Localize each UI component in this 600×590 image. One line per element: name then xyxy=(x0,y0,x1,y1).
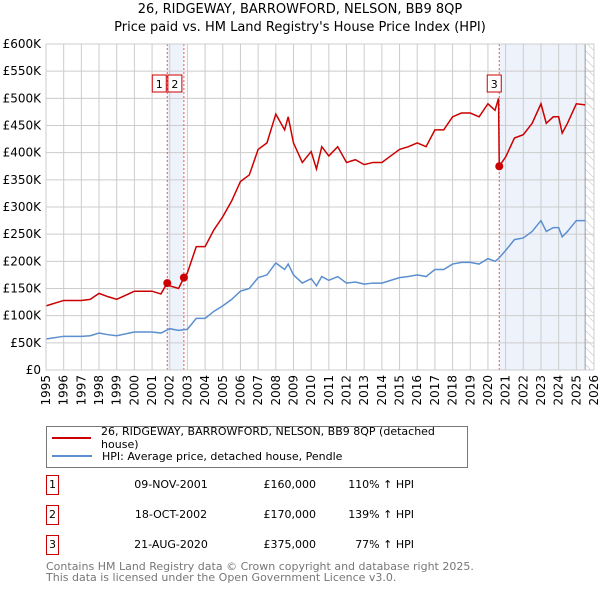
y-tick-label: £0 xyxy=(26,363,41,377)
y-tick-label: £450K xyxy=(3,119,43,133)
sale-hpi: 139% ↑ HPI xyxy=(348,508,414,521)
sale-row: 1 09-NOV-2001 £160,000 110% ↑ HPI xyxy=(46,475,546,497)
sale-price: £375,000 xyxy=(263,538,317,551)
sale-marker-box xyxy=(486,74,502,93)
x-tick-label: 2002 xyxy=(163,375,177,406)
x-tick-label: 2008 xyxy=(269,375,283,406)
x-tick-label: 2006 xyxy=(233,375,247,406)
x-tick-label: 2005 xyxy=(216,375,230,406)
sale-marker-label: 2 xyxy=(171,78,178,91)
x-tick-label: 2019 xyxy=(463,375,477,406)
x-tick-label: 1996 xyxy=(57,375,71,406)
series-line xyxy=(45,219,586,340)
sale-number: 1 xyxy=(46,475,59,495)
x-tick-label: 2015 xyxy=(393,375,407,406)
sale-hpi: 110% ↑ HPI xyxy=(348,478,414,491)
x-tick-label: 2012 xyxy=(340,375,354,406)
legend-label-hpi: HPI: Average price, detached house, Pend… xyxy=(102,449,343,463)
x-tick-label: 2020 xyxy=(481,375,495,406)
x-tick-label: 2001 xyxy=(145,375,159,406)
y-tick-label: £400K xyxy=(3,146,43,160)
y-tick-label: £150K xyxy=(3,282,43,296)
sale-point xyxy=(179,273,188,282)
sale-number: 3 xyxy=(46,535,59,555)
y-tick-label: £50K xyxy=(10,336,42,350)
x-tick-label: 2014 xyxy=(375,375,389,406)
x-tick-label: 1999 xyxy=(110,375,124,406)
y-tick-label: £500K xyxy=(3,91,43,105)
legend: 26, RIDGEWAY, BARROWFORD, NELSON, BB9 8Q… xyxy=(46,425,468,468)
legend-swatch-property xyxy=(52,437,92,439)
sale-number: 2 xyxy=(46,505,59,525)
y-tick-label: £350K xyxy=(3,173,43,187)
plot-area: £0 £50K £100K £150K £200K £250K £300K £350K £400… xyxy=(3,37,600,406)
x-tick-label: 2003 xyxy=(180,375,194,406)
sale-price: £160,000 xyxy=(263,478,317,491)
legend-swatch-hpi xyxy=(52,455,92,457)
y-tick-label: £300K xyxy=(3,200,43,214)
sale-date: 09-NOV-2001 xyxy=(134,478,208,491)
sale-marker-label: 1 xyxy=(156,78,163,91)
chart-subtitle: Price paid vs. HM Land Registry's House … xyxy=(114,20,486,35)
x-tick-label: 2000 xyxy=(127,375,141,406)
plot-border xyxy=(45,43,595,371)
sale-row: 2 18-OCT-2002 £170,000 139% ↑ HPI xyxy=(46,505,546,527)
sale-date: 18-OCT-2002 xyxy=(134,508,208,521)
x-tick-label: 2013 xyxy=(357,375,371,406)
legend-label-property: 26, RIDGEWAY, BARROWFORD, NELSON, BB9 8Q… xyxy=(101,425,435,451)
sale-point xyxy=(495,162,504,171)
x-tick-label: 2021 xyxy=(499,375,513,406)
sale-point xyxy=(163,279,172,288)
x-tick-label: 2022 xyxy=(516,375,530,406)
y-tick-label: £550K xyxy=(3,64,43,78)
x-tick-label: 1998 xyxy=(92,375,106,406)
y-tick-label: £100K xyxy=(3,309,43,323)
sale-row: 3 21-AUG-2020 £375,000 77% ↑ HPI xyxy=(46,535,546,557)
y-tick-label: £200K xyxy=(3,254,43,268)
x-tick-label: 2017 xyxy=(428,375,442,406)
x-tick-label: 2011 xyxy=(322,375,336,406)
x-tick-label: 2007 xyxy=(251,375,265,406)
x-tick-label: 2025 xyxy=(569,375,583,406)
sale-marker-box xyxy=(167,74,183,93)
x-tick-label: 2018 xyxy=(446,375,460,406)
x-tick-label: 2010 xyxy=(304,375,318,406)
x-tick-label: 2024 xyxy=(552,375,566,406)
x-tick-label: 2016 xyxy=(410,375,424,406)
footer-licence: This data is licensed under the Open Gov… xyxy=(46,571,397,584)
y-tick-label: £250K xyxy=(3,227,43,241)
y-tick-label: £600K xyxy=(3,37,43,51)
x-tick-label: 2023 xyxy=(534,375,548,406)
sale-date: 21-AUG-2020 xyxy=(134,538,208,551)
x-tick-label: 1997 xyxy=(74,375,88,406)
x-tick-label: 2009 xyxy=(286,375,300,406)
chart-title: 26, RIDGEWAY, BARROWFORD, NELSON, BB9 8Q… xyxy=(137,2,463,17)
sale-hpi: 77% ↑ HPI xyxy=(355,538,414,551)
sale-marker-label: 3 xyxy=(491,78,498,91)
x-tick-label: 2026 xyxy=(587,375,600,406)
x-tick-label: 1995 xyxy=(39,375,53,406)
x-tick-label: 2004 xyxy=(198,375,212,406)
sale-marker-box xyxy=(151,74,167,93)
sale-price: £170,000 xyxy=(263,508,317,521)
footer-copyright: Contains HM Land Registry data © Crown c… xyxy=(46,560,474,573)
